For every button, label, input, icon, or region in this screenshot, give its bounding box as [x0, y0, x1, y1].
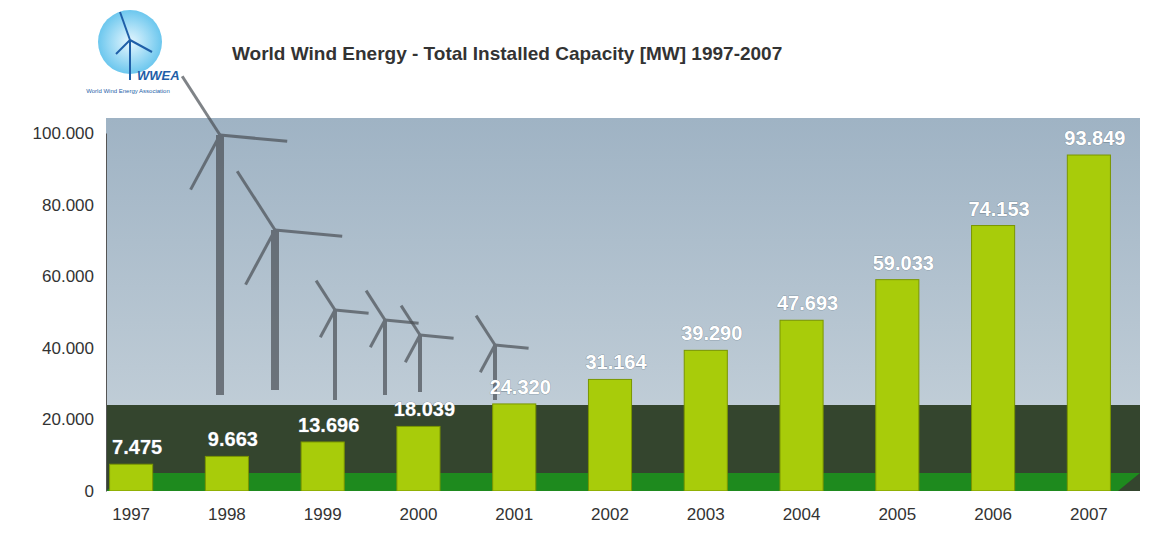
turbine-blade	[191, 135, 220, 190]
x-tick-label: 2001	[495, 505, 533, 524]
x-tick-label: 2004	[783, 505, 821, 524]
x-tick: 2004	[783, 491, 821, 524]
data-label: 47.693	[777, 292, 838, 314]
bar	[780, 320, 823, 491]
data-label: 93.849	[1064, 127, 1125, 149]
x-tick: 2000	[400, 491, 438, 524]
bar	[110, 464, 153, 491]
turbine-tower	[418, 335, 422, 392]
y-tick-label: 60.000	[42, 267, 94, 286]
chart: WWEA World Wind Energy Association World W…	[0, 0, 1162, 533]
x-tick: 2006	[974, 491, 1012, 524]
y-tick: 60.000	[42, 267, 106, 286]
turbine-blade	[366, 291, 385, 320]
bar	[1067, 155, 1110, 491]
turbine-tower	[333, 310, 337, 400]
turbine	[237, 171, 342, 390]
y-tick-label: 100.000	[33, 124, 94, 143]
x-tick-label: 2007	[1070, 505, 1108, 524]
x-tick: 2001	[495, 491, 533, 524]
x-tick: 1999	[304, 491, 342, 524]
turbine-blade	[405, 335, 420, 362]
sky-background	[106, 118, 1140, 491]
turbine-tower	[271, 230, 279, 390]
data-label: 74.153	[969, 198, 1030, 220]
data-labels: 7.475 9.663 13.696 18.039 24.320 31.164 39.290…	[112, 127, 1125, 458]
x-tick-label: 1998	[208, 505, 246, 524]
turbine-blade	[182, 76, 220, 135]
bars	[110, 155, 1111, 491]
y-tick: 20.000	[42, 410, 106, 429]
turbine-blade	[480, 345, 495, 372]
y-tick: 40.000	[42, 339, 106, 358]
turbine-blade	[420, 335, 454, 338]
turbine-blade	[246, 230, 275, 285]
bar	[684, 350, 727, 491]
y-axis-line	[106, 134, 107, 492]
x-tick-label: 2003	[687, 505, 725, 524]
bar	[301, 442, 344, 491]
y-tick: 100.000	[33, 124, 106, 143]
turbine-blade	[320, 310, 335, 337]
bar	[397, 426, 440, 491]
logo: WWEA World Wind Energy Association	[86, 10, 179, 94]
x-tick-label: 2000	[400, 505, 438, 524]
turbine	[182, 76, 287, 395]
x-tick-label: 2005	[878, 505, 916, 524]
logo-tower	[129, 40, 131, 80]
x-axis: 1997 1998 1999 2000 2001 2002 2003 2004 2005 2006…	[112, 491, 1108, 524]
x-tick-label: 1999	[304, 505, 342, 524]
turbine-blade	[220, 135, 287, 141]
logo-text: WWEA	[137, 68, 180, 83]
bar	[588, 379, 631, 491]
x-tick-label: 1997	[112, 505, 150, 524]
data-label: 7.475	[112, 436, 162, 458]
x-tick: 2005	[878, 491, 916, 524]
turbine-blade	[316, 281, 335, 310]
x-tick: 1998	[208, 491, 246, 524]
turbine-blade	[495, 345, 529, 348]
turbine	[366, 291, 419, 395]
turbine-tower	[383, 320, 387, 395]
data-label: 59.033	[873, 252, 934, 274]
turbine-blade	[275, 230, 342, 236]
data-label: 24.320	[490, 376, 551, 398]
x-tick-label: 2002	[591, 505, 629, 524]
bar	[876, 280, 919, 491]
data-label: 18.039	[394, 398, 455, 420]
bar	[493, 404, 536, 491]
data-label: 13.696	[298, 414, 359, 436]
y-tick-label: 20.000	[42, 410, 94, 429]
x-tick: 2002	[591, 491, 629, 524]
logo-blade	[130, 40, 152, 52]
y-tick-label: 40.000	[42, 339, 94, 358]
turbine-blade	[476, 316, 495, 345]
data-label: 39.290	[681, 322, 742, 344]
bar	[972, 226, 1015, 491]
turbine-blade	[401, 306, 420, 335]
y-tick-label: 0	[85, 482, 94, 501]
turbine-blade	[335, 310, 369, 313]
turbine-tower	[216, 135, 224, 395]
title: World Wind Energy - Total Installed Capa…	[232, 43, 782, 64]
data-label: 31.164	[585, 351, 647, 373]
y-tick: 0	[85, 482, 106, 501]
logo-blade	[116, 40, 130, 54]
logo-subtext: World Wind Energy Association	[86, 88, 170, 94]
bar	[205, 456, 248, 491]
logo-blade	[120, 12, 130, 40]
y-tick: 80.000	[42, 196, 106, 215]
background	[106, 76, 1140, 491]
turbine-blade	[237, 171, 275, 230]
turbine	[401, 306, 454, 392]
x-tick-label: 2006	[974, 505, 1012, 524]
data-label: 9.663	[208, 428, 258, 450]
turbine	[316, 281, 369, 400]
x-tick: 2003	[687, 491, 725, 524]
x-tick: 2007	[1070, 491, 1108, 524]
turbine-blade	[370, 320, 385, 347]
y-tick-label: 80.000	[42, 196, 94, 215]
y-axis: 0 20.000 40.000 60.000 80.000 100.000	[33, 124, 107, 501]
x-tick: 1997	[112, 491, 150, 524]
